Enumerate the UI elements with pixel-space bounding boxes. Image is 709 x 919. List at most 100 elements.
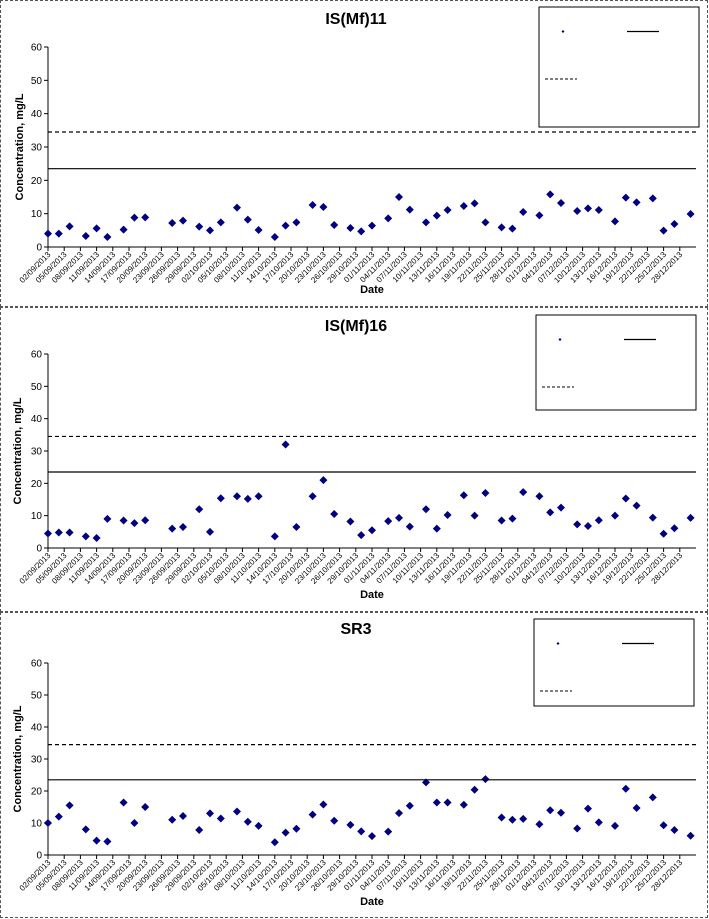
data-point <box>270 532 279 541</box>
data-point <box>130 819 139 827</box>
data-point <box>573 207 582 215</box>
data-point <box>422 778 430 787</box>
data-point <box>179 216 187 225</box>
data-point <box>141 213 150 222</box>
data-point <box>281 221 290 230</box>
data-point <box>81 232 90 240</box>
data-point <box>206 527 214 536</box>
data-point <box>346 224 355 232</box>
chart-title: IS(Mf)11 <box>325 11 386 28</box>
y-tick-label: 0 <box>36 544 42 555</box>
data-point <box>319 800 328 809</box>
data-point <box>481 218 490 227</box>
y-tick-label: 40 <box>31 723 43 734</box>
data-point <box>357 227 366 236</box>
data-point <box>168 219 177 227</box>
data-point <box>330 816 339 825</box>
data-point <box>330 221 339 229</box>
data-point <box>557 199 565 207</box>
data-point <box>254 226 263 234</box>
data-point <box>281 440 290 449</box>
data-point <box>308 492 317 501</box>
y-tick-label: 30 <box>31 447 43 458</box>
data-point <box>44 819 52 827</box>
data-point <box>92 224 101 233</box>
y-tick-label: 10 <box>31 819 43 830</box>
data-point <box>216 494 225 503</box>
data-point <box>422 505 430 514</box>
data-point <box>443 206 452 214</box>
data-point <box>557 808 565 817</box>
y-tick-label: 50 <box>31 691 43 702</box>
data-point <box>648 793 657 802</box>
chart-title: IS(Mf)16 <box>325 318 387 335</box>
data-point <box>65 528 74 537</box>
data-point <box>65 801 74 810</box>
data-point <box>233 807 241 816</box>
x-axis-label: Date <box>360 284 384 296</box>
data-point <box>308 201 317 209</box>
data-point <box>330 510 339 519</box>
chart-2-svg: IS(Mf)16010203040506002/09/201305/09/201… <box>12 314 697 601</box>
data-point <box>292 218 301 227</box>
data-point <box>546 190 555 199</box>
data-point <box>119 516 128 525</box>
data-point <box>621 193 630 202</box>
y-tick-label: 60 <box>31 43 43 54</box>
data-point <box>233 203 241 212</box>
data-point <box>233 492 241 501</box>
chart-3-svg: SR3010203040506002/09/201305/09/201308/0… <box>12 618 696 908</box>
data-point <box>119 225 128 234</box>
data-point <box>686 210 695 218</box>
data-point <box>292 824 301 833</box>
data-point <box>519 208 528 216</box>
data-point <box>611 217 619 226</box>
data-point <box>54 528 63 537</box>
y-tick-label: 50 <box>31 382 43 393</box>
data-point <box>243 215 252 224</box>
data-point <box>611 511 619 520</box>
y-tick-label: 20 <box>31 176 43 187</box>
data-point <box>405 522 414 531</box>
y-tick-label: 60 <box>31 350 43 361</box>
chart-panel-1: IS(Mf)11 0 10 20 30 40 50 60 02/09/2013 05/09/201… <box>0 0 708 307</box>
data-point <box>405 801 414 810</box>
data-point <box>432 211 441 220</box>
data-point <box>443 798 452 807</box>
data-point <box>270 233 279 241</box>
data-point <box>535 820 544 829</box>
data-point <box>103 837 112 846</box>
data-point <box>686 513 695 522</box>
data-point <box>584 204 592 213</box>
chart-1-svg: IS(Mf)11010203040506002/09/201305/09/201… <box>14 6 700 296</box>
data-point <box>519 814 528 823</box>
data-point <box>65 222 74 231</box>
data-point <box>44 529 52 538</box>
data-point <box>44 229 52 238</box>
data-point <box>92 836 101 845</box>
data-point <box>179 811 187 820</box>
y-tick-label: 40 <box>31 414 43 425</box>
data-point <box>594 818 603 827</box>
data-point <box>292 522 301 531</box>
data-point <box>632 501 641 510</box>
data-point <box>141 803 150 811</box>
y-tick-label: 30 <box>31 755 43 766</box>
data-point <box>497 223 506 232</box>
y-axis-label: Concentration, mg/L <box>14 93 26 200</box>
data-point <box>395 513 403 522</box>
legend-box <box>535 314 697 411</box>
data-point <box>81 532 90 541</box>
data-point <box>384 214 393 223</box>
data-point <box>405 205 414 214</box>
data-point <box>130 519 139 528</box>
data-point <box>686 831 695 840</box>
data-point <box>141 516 150 525</box>
data-point <box>481 775 490 784</box>
data-point <box>395 809 403 818</box>
data-point <box>216 218 225 227</box>
data-point <box>497 516 506 525</box>
legend-box <box>538 6 700 128</box>
data-point <box>384 827 393 836</box>
data-point <box>54 229 63 238</box>
